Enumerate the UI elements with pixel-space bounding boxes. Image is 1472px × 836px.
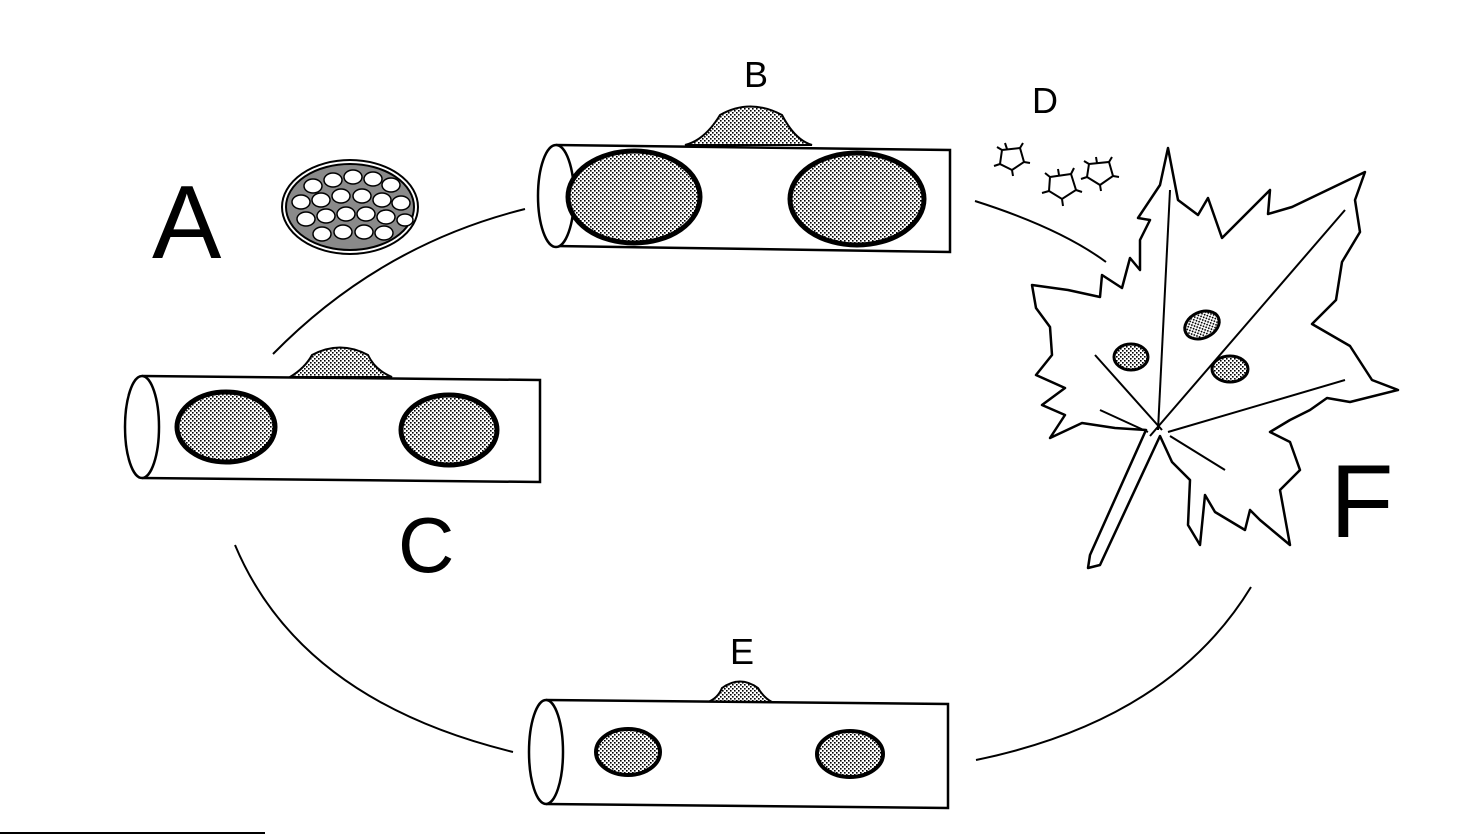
leaf-spot-2 bbox=[1112, 342, 1150, 372]
label-e: E bbox=[730, 631, 754, 672]
arc-b-to-f bbox=[974, 200, 1107, 263]
label-a: A bbox=[152, 165, 222, 281]
bud-e bbox=[707, 680, 773, 703]
label-c: C bbox=[398, 501, 454, 589]
bud-c bbox=[286, 346, 393, 378]
egg-cluster-icon bbox=[281, 159, 419, 255]
lesion-c2 bbox=[398, 392, 500, 468]
arc-f-to-e bbox=[975, 586, 1252, 761]
label-d: D bbox=[1032, 80, 1058, 121]
leaf-spot-1 bbox=[1183, 309, 1221, 341]
mite-icon bbox=[993, 142, 1120, 207]
twig-b bbox=[536, 105, 952, 254]
twig-e bbox=[527, 680, 950, 810]
lesion-b2 bbox=[787, 150, 927, 248]
label-b: B bbox=[744, 54, 768, 95]
bud-b bbox=[684, 105, 813, 146]
lesion-c1 bbox=[174, 389, 278, 465]
lesion-e2 bbox=[815, 729, 885, 779]
cycle-arcs bbox=[234, 200, 1252, 761]
lesion-e1 bbox=[594, 727, 662, 777]
leaf-spot-3 bbox=[1210, 354, 1250, 384]
arc-c-to-b bbox=[272, 208, 526, 355]
twig-c bbox=[123, 346, 542, 484]
maple-leaf-icon bbox=[1030, 146, 1400, 570]
label-f: F bbox=[1330, 444, 1394, 560]
arc-e-to-c bbox=[234, 544, 514, 753]
lesion-b1 bbox=[565, 148, 703, 246]
leaf-veins bbox=[1094, 189, 1346, 471]
